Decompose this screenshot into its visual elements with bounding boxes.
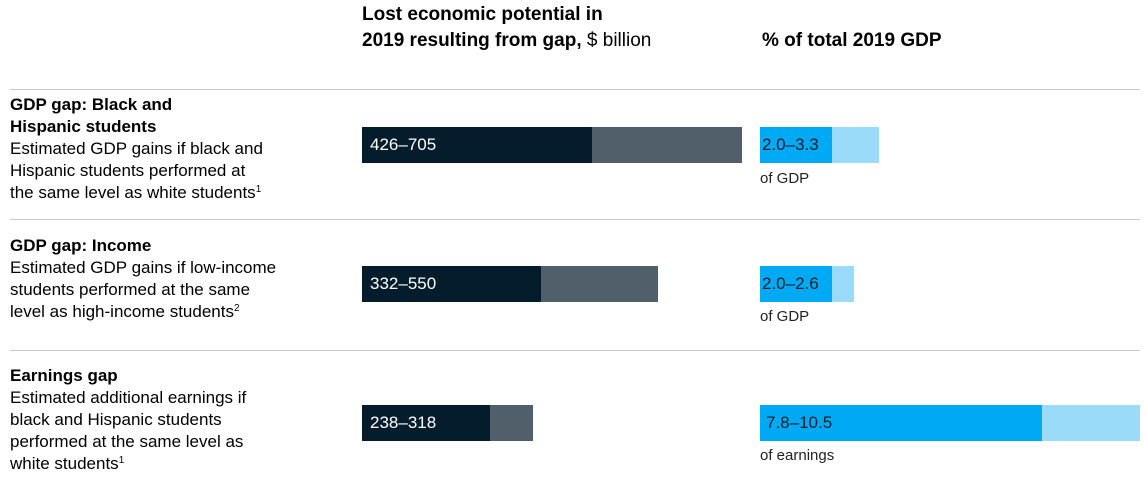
gdp-bar-low: 426–705 — [362, 127, 592, 163]
row-description: Estimated GDP gains if black and Hispani… — [10, 138, 350, 204]
lost-potential-title-line1: Lost economic potential in — [362, 4, 603, 25]
row-desc-line-text: level as high-income students — [10, 302, 234, 321]
row-divider — [10, 350, 1140, 351]
row-label: Earnings gap Estimated additional earnin… — [10, 365, 350, 475]
gdp-bar-label: 426–705 — [370, 135, 437, 154]
footnote-marker: 1 — [118, 455, 125, 466]
gdp-bar-low: 238–318 — [362, 405, 491, 441]
pct-gdp-header: % of total 2019 GDP — [762, 30, 942, 51]
pct-bar-label: 7.8–10.5 — [766, 413, 833, 432]
gdp-bar-label: 332–550 — [370, 274, 437, 293]
pct-unit-label: of GDP — [760, 170, 810, 187]
footnote-marker: 1 — [255, 184, 262, 195]
row-description: Estimated GDP gains if low-income studen… — [10, 257, 350, 323]
row-title-line2: Hispanic students — [10, 117, 157, 136]
row-desc-line: Estimated GDP gains if black and — [10, 139, 263, 158]
row-title-line1: Earnings gap — [10, 366, 118, 385]
lost-potential-unit: $ billion — [581, 30, 652, 51]
gdp-bar-label: 238–318 — [370, 413, 437, 432]
row-desc-line: Estimated GDP gains if low-income — [10, 258, 277, 277]
row-desc-line-text: white students — [10, 454, 119, 473]
lost-potential-title-line2-text: 2019 resulting from gap, — [362, 30, 582, 51]
row-divider — [10, 89, 1140, 90]
gdp-bar-low: 332–550 — [362, 266, 541, 302]
row-divider — [10, 219, 1140, 220]
row-title-line1: GDP gap: Black and — [10, 95, 173, 114]
row-desc-line: the same level as white students1 — [10, 182, 350, 204]
pct-bar-label: 2.0–3.3 — [762, 135, 819, 154]
pct-bar-low: 7.8–10.5 — [760, 405, 1043, 441]
row-description: Estimated additional earnings if black a… — [10, 387, 350, 475]
pct-bar-label: 2.0–2.6 — [762, 274, 819, 293]
lost-potential-title-line2: 2019 resulting from gap, $ billion — [362, 28, 752, 54]
pct-bar-low: 2.0–2.6 — [760, 266, 833, 302]
row-desc-line: Estimated additional earnings if — [10, 388, 247, 407]
row-desc-line: students performed at the same — [10, 280, 251, 299]
row-title-line1: GDP gap: Income — [10, 236, 152, 255]
row-label: GDP gap: Income Estimated GDP gains if l… — [10, 235, 350, 323]
pct-unit-label: of earnings — [760, 447, 835, 464]
lost-potential-header: Lost economic potential in 2019 resultin… — [362, 2, 752, 54]
row-label: GDP gap: Black and Hispanic students Est… — [10, 94, 350, 204]
row-desc-line: level as high-income students2 — [10, 301, 350, 323]
row-desc-line: white students1 — [10, 453, 350, 475]
pct-unit-label: of GDP — [760, 308, 810, 325]
footnote-marker: 2 — [233, 303, 240, 314]
row-desc-line: Hispanic students performed at — [10, 161, 246, 180]
row-desc-line: black and Hispanic students — [10, 410, 222, 429]
row-desc-line-text: the same level as white students — [10, 183, 256, 202]
row-desc-line: performed at the same level as — [10, 432, 244, 451]
pct-bar-low: 2.0–3.3 — [760, 127, 833, 163]
